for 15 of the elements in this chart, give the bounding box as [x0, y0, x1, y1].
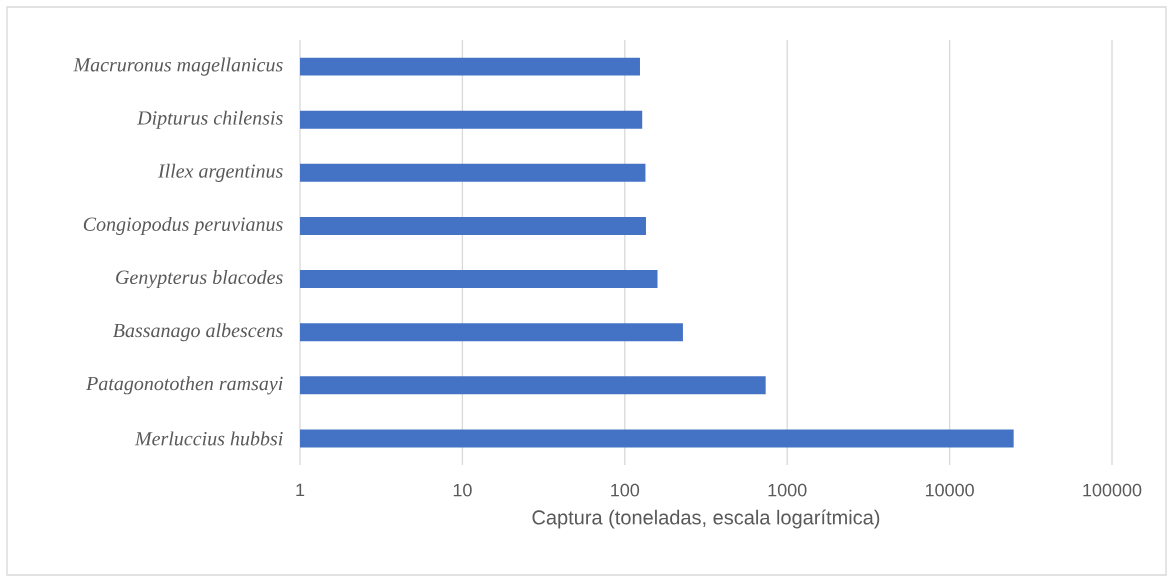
x-tick-label: 10000 — [925, 483, 974, 497]
y-tick-label: Macruronus magellanicus — [73, 57, 283, 76]
y-tick-label: Patagonotothen ramsayi — [85, 376, 283, 395]
y-tick-label: Illex argentinus — [157, 163, 283, 182]
x-axis-title: Captura (toneladas, escala logarítmica) — [532, 509, 880, 529]
x-tick-label: 100 — [611, 483, 640, 497]
y-tick-label: Congiopodus peruvianus — [83, 216, 283, 236]
y-tick-label: Genypterus blacodes — [116, 269, 283, 289]
x-tick-label: 100000 — [1083, 483, 1142, 497]
x-tick-label: 1000 — [768, 483, 807, 497]
y-tick-label: Dipturus chilensis — [136, 110, 283, 129]
x-tick-label: 10 — [453, 483, 472, 497]
y-tick-label: Merluccius hubbsi — [134, 431, 283, 446]
y-tick-label: Bassanago albescens — [112, 323, 283, 342]
x-tick-label: 1 — [296, 483, 305, 497]
